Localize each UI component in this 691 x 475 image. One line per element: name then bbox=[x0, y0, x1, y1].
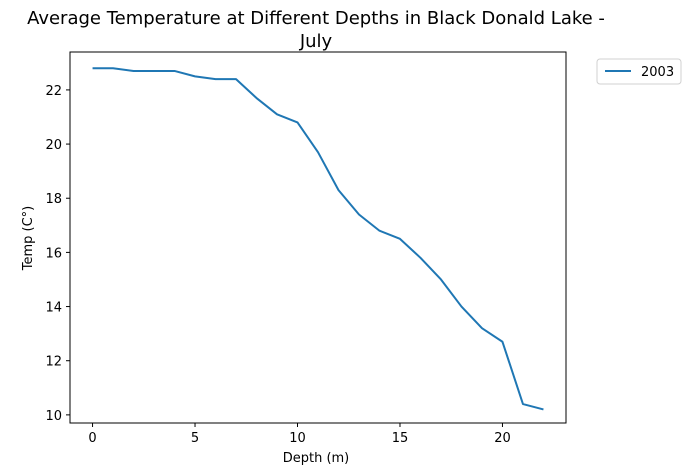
legend: 2003 bbox=[596, 58, 682, 85]
y-tick-label: 20 bbox=[45, 138, 62, 153]
chart-title-line-2: July bbox=[299, 31, 333, 52]
y-axis-label: Temp (C°) bbox=[21, 206, 36, 272]
legend-label-2003: 2003 bbox=[641, 65, 674, 80]
y-tick-label: 12 bbox=[45, 355, 62, 370]
x-axis-ticks: 0 5 10 15 20 bbox=[88, 423, 511, 446]
x-tick-label: 10 bbox=[289, 431, 306, 446]
y-axis-ticks: 10 12 14 16 18 20 22 bbox=[45, 84, 70, 424]
x-tick-label: 15 bbox=[392, 431, 409, 446]
chart-title-line-1: Average Temperature at Different Depths … bbox=[27, 8, 605, 29]
series-layer bbox=[92, 67, 544, 411]
y-tick-label: 16 bbox=[45, 246, 62, 261]
y-tick-label: 10 bbox=[45, 409, 62, 424]
plot-area-frame bbox=[69, 51, 567, 424]
y-tick-label: 22 bbox=[45, 84, 62, 99]
x-tick-label: 20 bbox=[494, 431, 511, 446]
series-line-2003 bbox=[92, 67, 544, 411]
x-tick-label: 0 bbox=[88, 431, 96, 446]
y-tick-label: 18 bbox=[45, 192, 62, 207]
x-tick-label: 5 bbox=[191, 431, 199, 446]
legend-box bbox=[596, 58, 682, 85]
x-axis-label: Depth (m) bbox=[283, 451, 350, 466]
y-tick-label: 14 bbox=[45, 301, 62, 316]
